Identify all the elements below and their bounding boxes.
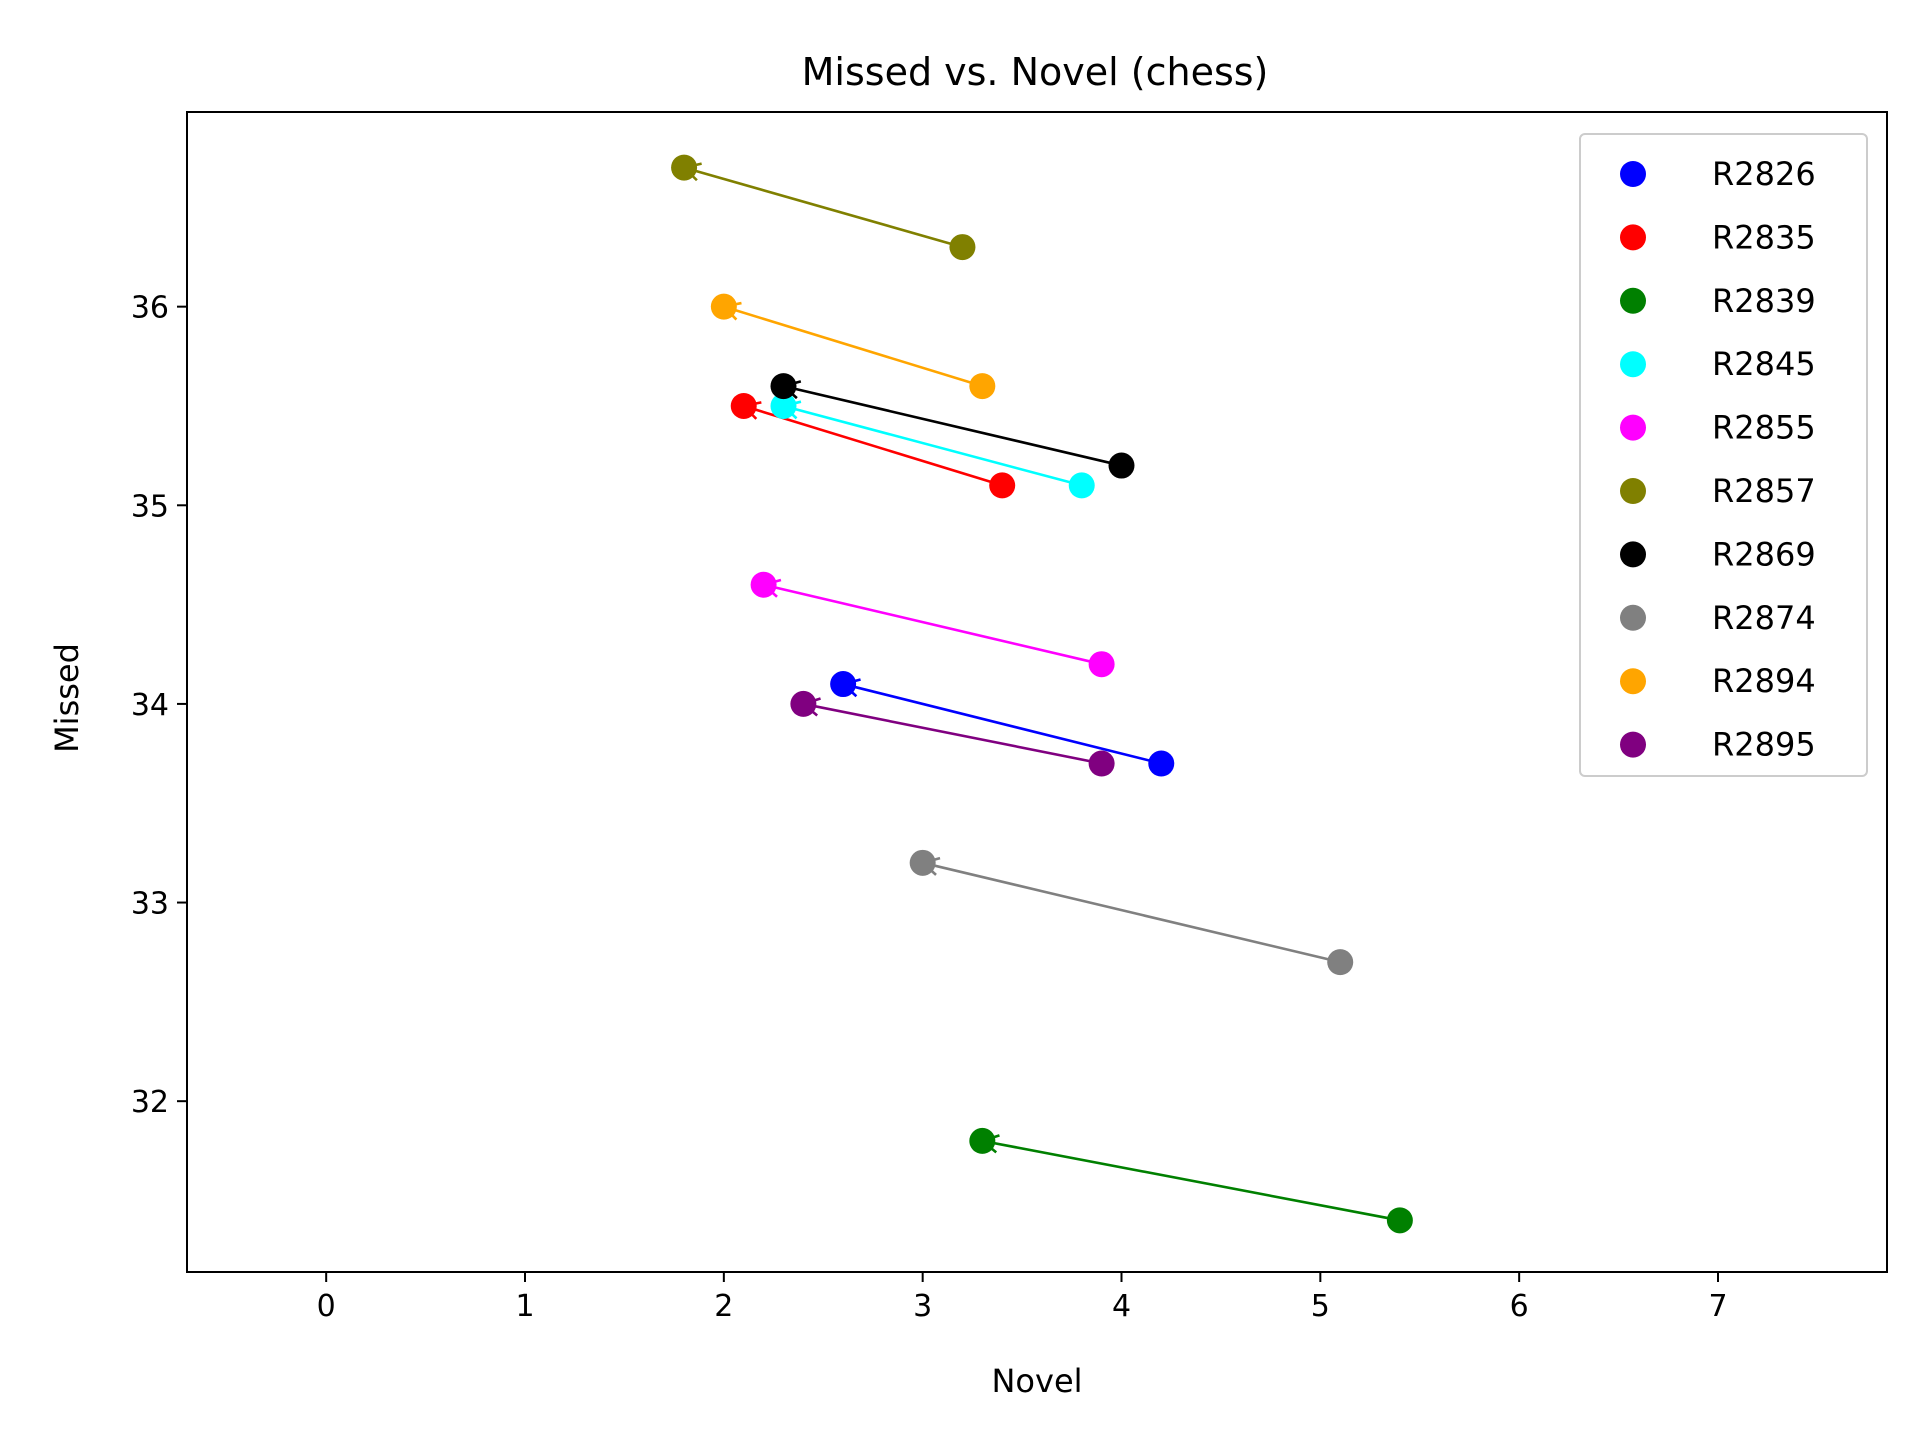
legend-marker [1620, 668, 1646, 695]
series-R2869 [770, 373, 1135, 479]
data-point-start [1088, 651, 1115, 678]
arrow-line [743, 404, 1003, 487]
x-tick-label: 4 [1112, 1289, 1131, 1324]
legend-marker [1620, 541, 1646, 568]
legend-marker [1620, 287, 1646, 314]
arrow-line [763, 583, 1102, 666]
y-tick-label: 36 [131, 291, 169, 326]
x-axis-title: Novel [991, 1362, 1082, 1400]
legend-label: R2894 [1712, 662, 1816, 700]
series-R2855 [750, 571, 1115, 678]
x-tick-label: 3 [913, 1289, 932, 1324]
y-tick-label: 35 [131, 489, 169, 524]
legend-label: R2835 [1712, 218, 1816, 256]
plot-frame [186, 111, 1888, 1273]
legend-marker [1620, 414, 1646, 441]
legend-item-R2826: R2826 [1620, 155, 1816, 193]
data-point-start [949, 234, 976, 261]
legend-marker [1620, 604, 1646, 631]
legend-item-R2895: R2895 [1620, 726, 1816, 764]
data-point-end [830, 671, 857, 698]
data-point-start [1148, 750, 1175, 777]
x-axis: 0 1 2 3 4 5 6 7 [317, 1272, 1728, 1324]
arrow-line [783, 384, 1122, 467]
data-point-end [790, 690, 817, 717]
x-tick-label: 2 [714, 1289, 733, 1324]
x-tick-label: 0 [317, 1289, 336, 1324]
arrow-line [803, 702, 1102, 765]
y-tick-label: 33 [131, 887, 169, 922]
y-tick-label: 34 [131, 688, 169, 723]
data-point-start [1386, 1207, 1413, 1234]
legend-label: R2857 [1712, 472, 1816, 510]
legend-item-R2894: R2894 [1620, 662, 1816, 700]
legend-label: R2826 [1712, 155, 1816, 193]
x-tick-label: 6 [1510, 1289, 1529, 1324]
data-point-start [969, 373, 996, 400]
legend-item-R2845: R2845 [1620, 345, 1816, 383]
plot-area [186, 111, 1888, 1273]
legend-label: R2874 [1712, 599, 1816, 637]
series-layer [671, 154, 1413, 1234]
legend-label: R2839 [1712, 282, 1816, 320]
legend-item-R2874: R2874 [1620, 599, 1816, 637]
series-R2857 [671, 154, 976, 261]
legend-marker [1620, 478, 1646, 504]
data-point-start [1327, 949, 1354, 976]
series-R2894 [710, 293, 996, 400]
y-tick-label: 32 [131, 1085, 169, 1120]
legend: R2826 R2835 R2839 R2845 R2855 R2857 R2869 R2874… [1579, 133, 1868, 777]
legend-marker [1620, 351, 1646, 378]
data-point-start [989, 472, 1016, 499]
legend-label: R2855 [1712, 409, 1816, 447]
data-point-end [770, 373, 797, 400]
arrow-line [922, 861, 1341, 964]
x-tick-label: 7 [1708, 1289, 1727, 1324]
legend-label: R2845 [1712, 345, 1816, 383]
data-point-start [1108, 452, 1135, 479]
data-point-end [730, 392, 757, 419]
y-axis: 32 33 34 35 36 [131, 291, 187, 1120]
series-R2839 [969, 1127, 1413, 1234]
data-point-end [750, 571, 777, 598]
legend-marker [1620, 731, 1646, 758]
arrow-line [982, 1139, 1401, 1222]
series-R2845 [770, 392, 1095, 499]
legend-marker [1620, 224, 1646, 251]
data-point-start [1088, 750, 1115, 777]
x-tick-label: 1 [515, 1289, 534, 1324]
legend-item-R2835: R2835 [1620, 218, 1816, 256]
arrow-line [683, 166, 963, 249]
data-point-end [909, 849, 936, 876]
data-point-end [710, 293, 737, 320]
legend-item-R2855: R2855 [1620, 409, 1816, 447]
arrow-line [723, 305, 983, 388]
series-R2826 [830, 671, 1175, 777]
arrow-line [842, 682, 1162, 765]
data-point-end [671, 154, 698, 181]
x-tick-label: 5 [1311, 1289, 1330, 1324]
y-axis-title: Missed [48, 643, 86, 753]
series-R2835 [730, 392, 1016, 499]
legend-label: R2869 [1712, 535, 1816, 573]
legend-items: R2826 R2835 R2839 R2845 R2855 R2857 R2869 R2874… [1620, 155, 1816, 764]
data-point-start [1068, 472, 1095, 499]
legend-item-R2839: R2839 [1620, 282, 1816, 320]
data-point-end [770, 392, 797, 419]
legend-label: R2895 [1712, 726, 1816, 764]
arrow-line [783, 404, 1083, 487]
legend-item-R2857: R2857 [1620, 472, 1816, 510]
legend-marker [1620, 161, 1646, 187]
chart-title: Missed vs. Novel (chess) [802, 50, 1269, 94]
legend-box [1579, 133, 1868, 777]
series-R2874 [909, 849, 1354, 976]
series-R2895 [790, 690, 1115, 777]
legend-item-R2869: R2869 [1620, 535, 1816, 573]
data-point-end [969, 1127, 996, 1154]
